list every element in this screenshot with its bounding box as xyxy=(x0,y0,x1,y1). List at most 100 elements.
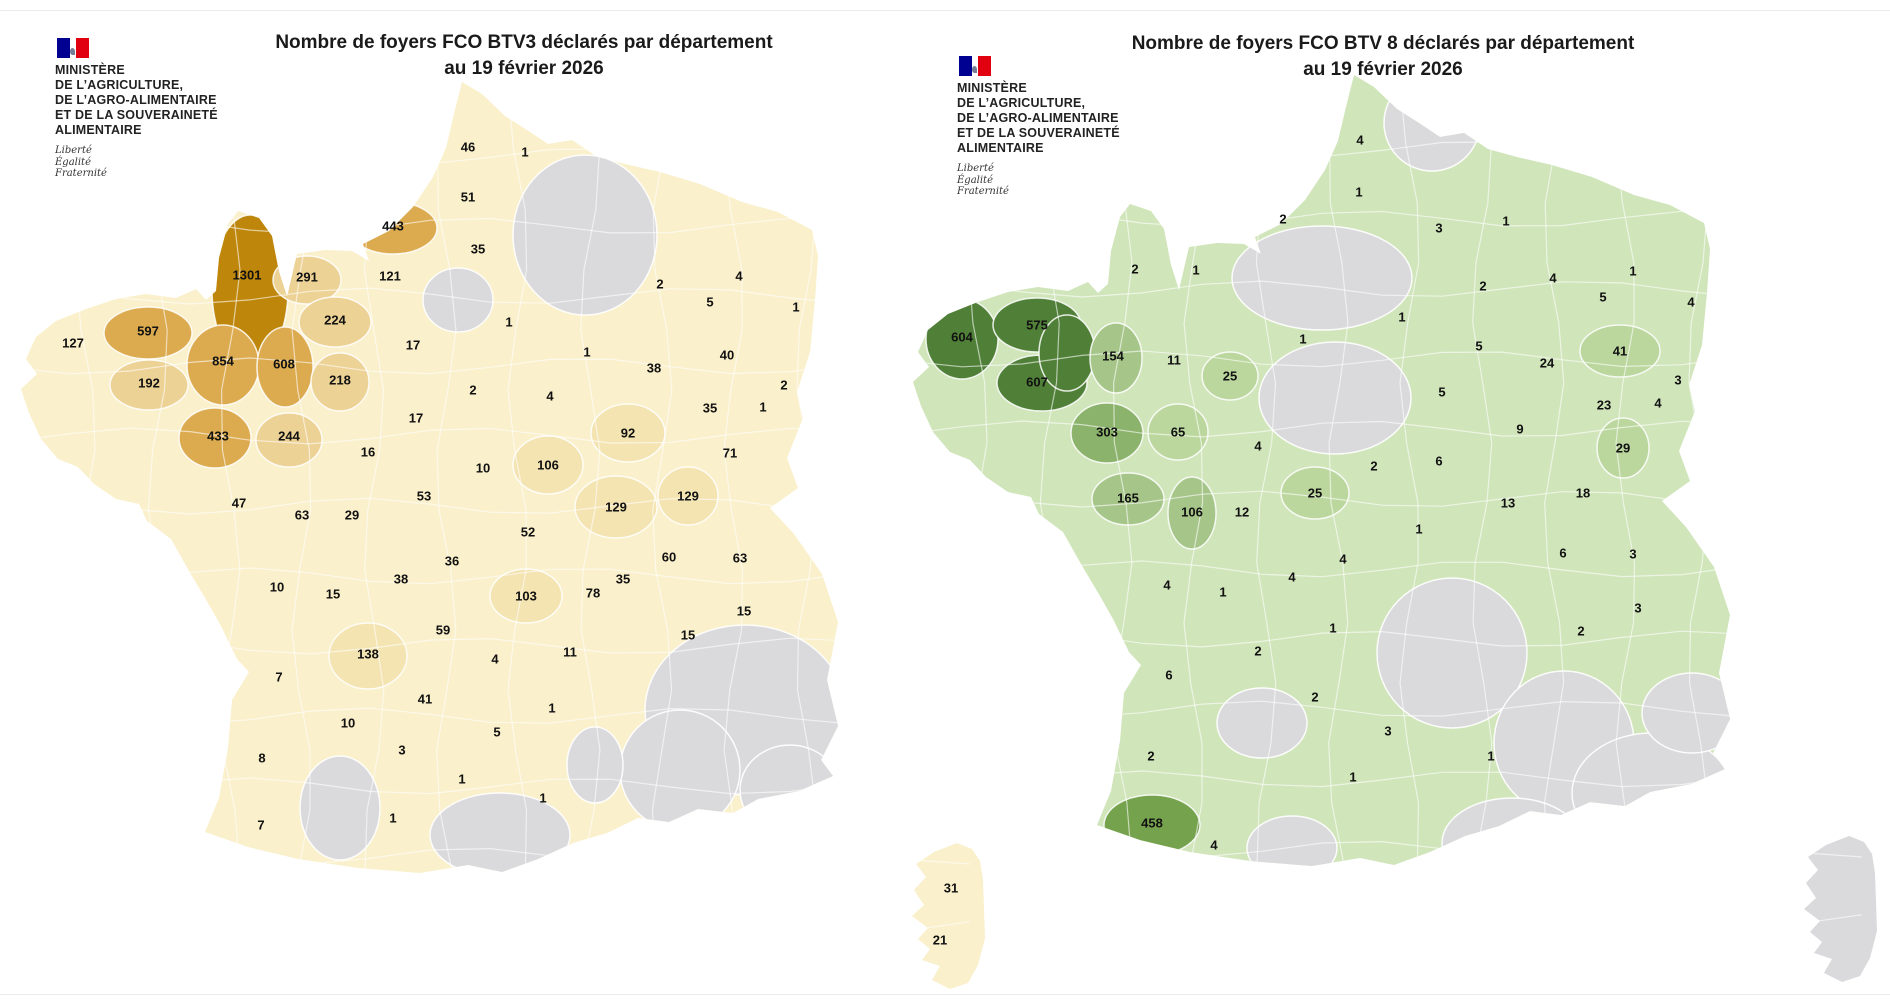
department-value-label: 3 xyxy=(1384,723,1392,739)
department-value-label: 4 xyxy=(1654,395,1662,411)
department-value-label: 3 xyxy=(1435,220,1443,236)
department-value-label: 138 xyxy=(357,646,379,662)
department-value-label: 23 xyxy=(1596,397,1612,413)
map-title-line1: Nombre de foyers FCO BTV3 déclarés par d… xyxy=(275,32,773,53)
motto-line: Égalité xyxy=(957,174,993,186)
department-value-label: 106 xyxy=(1181,504,1203,520)
department-value-label: 60 xyxy=(661,549,677,565)
department-value-label: 6 xyxy=(1165,667,1173,683)
department-value-label: 35 xyxy=(615,571,631,587)
department-value-label: 29 xyxy=(1615,440,1631,456)
department-value-label: 15 xyxy=(680,627,696,643)
department-value-label: 29 xyxy=(344,507,360,523)
department-value-label: 2 xyxy=(656,276,664,292)
motto: Liberté Égalité Fraternité xyxy=(55,145,255,180)
department-value-label: 5 xyxy=(1438,384,1446,400)
department-value-label: 2 xyxy=(1479,278,1487,294)
department-value-label: 1 xyxy=(1192,262,1200,278)
department-value-label: 2 xyxy=(1147,748,1155,764)
gov-logo: MINISTÈRE DE L’AGRICULTURE, DE L’AGRO-AL… xyxy=(957,56,1157,198)
department-value-label: 192 xyxy=(138,375,160,391)
department-value-label: 40 xyxy=(719,347,735,363)
department-value-label: 7 xyxy=(257,817,265,833)
department-value-label: 154 xyxy=(1102,348,1124,364)
ministry-name-line: DE L’AGRICULTURE, xyxy=(55,78,184,92)
department-value-label: 1301 xyxy=(232,267,262,283)
map-title-line1: Nombre de foyers FCO BTV 8 déclarés par … xyxy=(1131,33,1635,54)
department-value-label: 4 xyxy=(1356,132,1364,148)
department-value-label: 2 xyxy=(780,377,788,393)
map-title-line2: au 19 février 2026 xyxy=(1303,59,1463,80)
department-value-label: 4 xyxy=(1339,551,1347,567)
department-value-label: 3 xyxy=(398,742,406,758)
department-value-label: 1 xyxy=(1398,309,1406,325)
department-value-label: 63 xyxy=(294,507,310,523)
ministry-name: MINISTÈRE DE L’AGRICULTURE, DE L’AGRO-AL… xyxy=(957,81,1157,156)
motto-line: Fraternité xyxy=(957,186,1009,197)
department-value-label: 46 xyxy=(460,139,476,155)
department-value-label: 6 xyxy=(1559,545,1567,561)
department-value-label: 31 xyxy=(943,880,959,896)
department-value-label: 15 xyxy=(736,603,752,619)
department-value-label: 4 xyxy=(1254,438,1262,454)
department-value-label: 4 xyxy=(1163,577,1171,593)
department-value-label: 2 xyxy=(1577,623,1585,639)
bottom-rule xyxy=(0,994,1890,995)
department-value-label: 38 xyxy=(393,571,409,587)
department-value-label: 13 xyxy=(1500,495,1516,511)
department-value-label: 2 xyxy=(1311,689,1319,705)
department-value-label: 3 xyxy=(1629,546,1637,562)
department-value-label: 129 xyxy=(605,499,627,515)
department-value-label: 1 xyxy=(521,144,529,160)
france-map-btv3: 46 1 51 443 35 1301 291 121 2 4 5 1 597 224 1 127 17 1 40 8… xyxy=(0,60,1000,1004)
gov-logo: MINISTÈRE DE L’AGRICULTURE, DE L’AGRO-AL… xyxy=(55,38,255,180)
department-value-label: 106 xyxy=(537,457,559,473)
department-value-label: 11 xyxy=(563,644,577,660)
department-value-label: 2 xyxy=(1370,458,1378,474)
department-value-label: 10 xyxy=(269,579,285,595)
department-value-label: 8 xyxy=(258,750,266,766)
map-title-btv8: Nombre de foyers FCO BTV 8 déclarés par … xyxy=(1063,31,1703,83)
french-flag-icon xyxy=(57,38,89,58)
ministry-name-line: ALIMENTAIRE xyxy=(55,123,142,137)
department-value-label: 127 xyxy=(62,335,84,351)
department-value-label: 35 xyxy=(702,400,718,416)
map-title-line2: au 19 février 2026 xyxy=(444,58,604,79)
motto-line: Égalité xyxy=(55,156,91,168)
department-value-label: 1 xyxy=(389,810,397,826)
department-value-label: 2 xyxy=(1279,211,1287,227)
department-value-label: 597 xyxy=(137,323,159,339)
department-value-label: 1 xyxy=(548,700,556,716)
department-value-label: 5 xyxy=(1599,289,1607,305)
france-map-btv8: 4 1 2 3 1 2 1 2 4 1 5 4 575 604 607 154 11 25 1 1 5 24 41 3 5 303… xyxy=(892,53,1890,997)
department-value-label: 12 xyxy=(1234,504,1250,520)
department-value-label: 1 xyxy=(1219,584,1227,600)
department-value-label: 51 xyxy=(460,189,476,205)
map-title-btv3: Nombre de foyers FCO BTV3 déclarés par d… xyxy=(204,30,844,82)
department-value-label: 16 xyxy=(360,444,376,460)
ministry-name-line: ALIMENTAIRE xyxy=(957,141,1044,155)
department-value-label: 53 xyxy=(416,488,432,504)
department-value-label: 10 xyxy=(340,715,356,731)
department-value-label: 1 xyxy=(1349,769,1357,785)
department-value-label: 11 xyxy=(1167,352,1181,368)
department-value-label: 165 xyxy=(1117,490,1139,506)
motto-line: Liberté xyxy=(957,163,994,174)
department-value-label: 36 xyxy=(444,553,460,569)
france-map-svg xyxy=(913,75,1877,982)
department-value-label: 38 xyxy=(646,360,662,376)
department-value-label: 59 xyxy=(435,622,451,638)
top-rule xyxy=(0,10,1890,11)
department-value-label: 17 xyxy=(405,337,421,353)
department-value-label: 18 xyxy=(1575,485,1591,501)
department-value-label: 78 xyxy=(585,585,601,601)
department-value-label: 4 xyxy=(1288,569,1296,585)
department-value-label: 224 xyxy=(324,312,346,328)
department-value-label: 218 xyxy=(329,372,351,388)
department-value-label: 575 xyxy=(1026,317,1048,333)
department-value-label: 4 xyxy=(491,651,499,667)
department-value-label: 303 xyxy=(1096,424,1118,440)
department-value-label: 9 xyxy=(1516,421,1524,437)
department-value-label: 291 xyxy=(296,269,318,285)
